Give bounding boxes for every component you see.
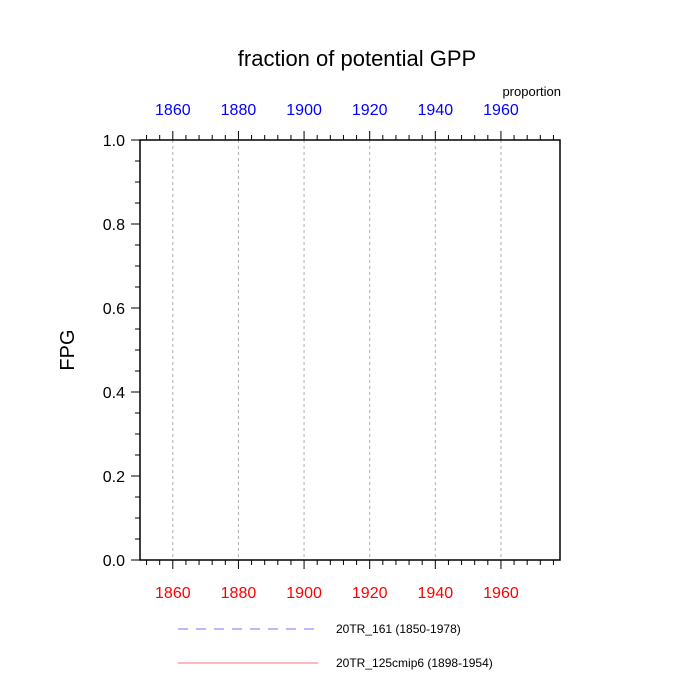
x-tick-label-bottom: 1920 (352, 585, 388, 602)
x-tick-label-top: 1960 (483, 102, 519, 119)
grid-lines (172, 140, 502, 560)
legend: 20TR_161 (1850-1978) 20TR_125cmip6 (1898-… (178, 622, 493, 670)
x-tick-label-bottom: 1860 (155, 585, 191, 602)
y-tick-label: 1.0 (103, 133, 125, 150)
x-tick-label-top: 1900 (286, 102, 322, 119)
legend-label: 20TR_161 (1850-1978) (336, 622, 461, 636)
plot-frame (139, 139, 561, 561)
x-tick-label-top: 1880 (221, 102, 257, 119)
y-tick-label: 0.6 (103, 301, 125, 318)
x-tick-label-top: 1920 (352, 102, 388, 119)
x-tick-label-bottom: 1880 (221, 585, 257, 602)
chart-title: fraction of potential GPP (238, 46, 476, 71)
axes: 1860 1860 1880 1880 1900 1900 1920 1920 1940 1940… (103, 102, 561, 602)
legend-label: 20TR_125cmip6 (1898-1954) (336, 656, 493, 670)
y-tick-label: 0.2 (103, 469, 125, 486)
y-axis-label: FPG (57, 329, 79, 370)
y-tick-label: 0.8 (103, 217, 125, 234)
y-tick-label: 0.4 (103, 385, 125, 402)
x-tick-label-top: 1940 (418, 102, 454, 119)
y-tick-label: 0.0 (103, 553, 125, 570)
x-tick-label-top: 1860 (155, 102, 191, 119)
x-tick-label-bottom: 1900 (286, 585, 322, 602)
units-label: proportion (502, 84, 561, 99)
x-tick-label-bottom: 1960 (483, 585, 519, 602)
x-tick-label-bottom: 1940 (418, 585, 454, 602)
